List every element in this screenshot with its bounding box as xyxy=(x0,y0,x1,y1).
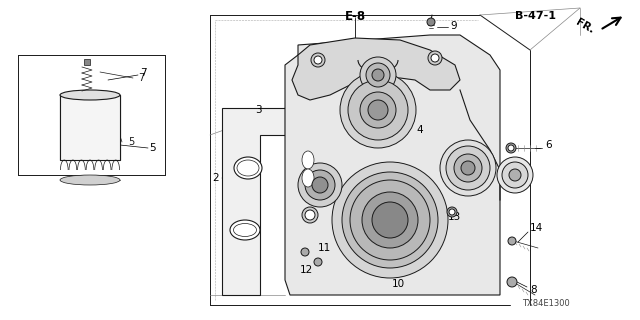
Circle shape xyxy=(372,69,384,81)
Text: B-47-1: B-47-1 xyxy=(515,11,556,21)
Circle shape xyxy=(342,172,438,268)
Text: 12: 12 xyxy=(300,265,313,275)
Ellipse shape xyxy=(60,175,120,185)
Circle shape xyxy=(348,80,408,140)
Ellipse shape xyxy=(302,151,314,169)
Circle shape xyxy=(362,192,418,248)
Circle shape xyxy=(302,207,318,223)
Circle shape xyxy=(311,53,325,67)
Circle shape xyxy=(454,154,482,182)
Circle shape xyxy=(427,18,435,26)
Circle shape xyxy=(507,277,517,287)
Bar xyxy=(84,59,90,65)
Ellipse shape xyxy=(230,220,260,240)
Text: 3: 3 xyxy=(255,105,262,115)
Circle shape xyxy=(360,92,396,128)
Circle shape xyxy=(509,169,521,181)
Circle shape xyxy=(508,237,516,245)
Ellipse shape xyxy=(302,169,314,187)
Circle shape xyxy=(305,170,335,200)
Text: 6: 6 xyxy=(545,140,552,150)
Circle shape xyxy=(372,202,408,238)
Circle shape xyxy=(449,209,455,215)
Circle shape xyxy=(502,162,528,188)
Ellipse shape xyxy=(60,90,120,100)
Text: 14: 14 xyxy=(530,223,543,233)
Circle shape xyxy=(431,54,439,62)
Text: 5: 5 xyxy=(128,137,134,147)
Circle shape xyxy=(314,258,322,266)
Text: 4: 4 xyxy=(416,125,422,135)
Circle shape xyxy=(368,100,388,120)
Bar xyxy=(60,95,120,160)
Text: 13: 13 xyxy=(448,212,461,222)
Polygon shape xyxy=(285,35,500,295)
Circle shape xyxy=(332,162,448,278)
Circle shape xyxy=(314,56,322,64)
Circle shape xyxy=(340,72,416,148)
Circle shape xyxy=(506,143,516,153)
Circle shape xyxy=(366,63,390,87)
Text: 10: 10 xyxy=(392,279,405,289)
Circle shape xyxy=(360,57,396,93)
Circle shape xyxy=(350,180,430,260)
Ellipse shape xyxy=(234,157,262,179)
Text: 2: 2 xyxy=(212,173,219,183)
Text: 9: 9 xyxy=(450,21,456,31)
Circle shape xyxy=(440,140,496,196)
Text: 8: 8 xyxy=(530,285,536,295)
Circle shape xyxy=(301,248,309,256)
Circle shape xyxy=(428,51,442,65)
Text: 11: 11 xyxy=(318,243,332,253)
Circle shape xyxy=(305,210,315,220)
Text: 5: 5 xyxy=(149,143,156,153)
Circle shape xyxy=(508,145,514,151)
Circle shape xyxy=(446,146,490,190)
Circle shape xyxy=(312,177,328,193)
Text: TX84E1300: TX84E1300 xyxy=(522,299,570,308)
Circle shape xyxy=(298,163,342,207)
Text: 7: 7 xyxy=(138,73,144,83)
Text: FR.: FR. xyxy=(574,17,596,35)
Circle shape xyxy=(497,157,533,193)
Circle shape xyxy=(447,207,457,217)
Text: 7: 7 xyxy=(140,68,147,78)
Text: E-8: E-8 xyxy=(344,10,365,23)
Polygon shape xyxy=(292,38,460,100)
Circle shape xyxy=(461,161,475,175)
Polygon shape xyxy=(222,108,285,295)
